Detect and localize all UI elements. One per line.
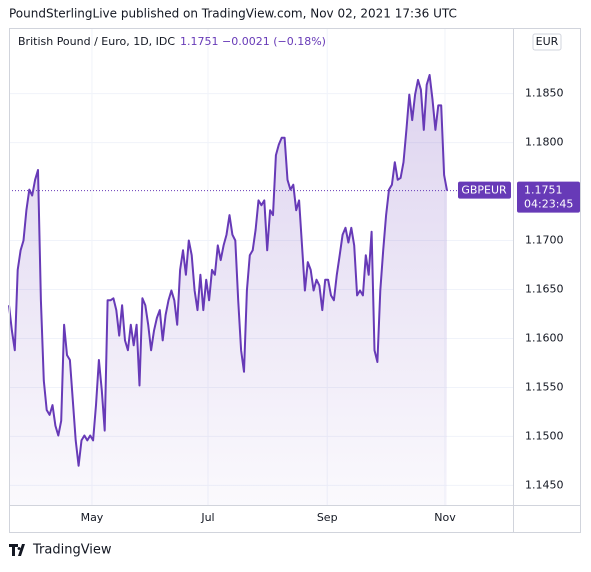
y-tick-label: 1.1450 — [525, 478, 564, 491]
logo — [9, 544, 25, 556]
ticker-label: GBPEUR — [461, 184, 507, 197]
countdown: 04:23:45 — [524, 198, 573, 211]
x-tick-label: Sep — [317, 511, 338, 524]
area — [9, 75, 447, 505]
x-tick-label: May — [81, 511, 104, 524]
frame — [9, 28, 581, 533]
y-tick-label: 1.1650 — [525, 283, 564, 296]
price-label-box — [517, 181, 580, 213]
ticker-label-box — [458, 181, 511, 199]
brand: TradingView — [32, 543, 112, 558]
y-tick-label: 1.1700 — [525, 234, 564, 247]
legend-change: −0.0021 (−0.18%) — [222, 35, 326, 48]
currency: EUR — [536, 35, 559, 48]
legend-symbol: British Pound / Euro, 1D, IDC — [18, 35, 175, 48]
y-tick-label: 1.1600 — [525, 331, 564, 344]
x-tick-label: Nov — [434, 511, 456, 524]
y-tick-label: 1.1500 — [525, 429, 564, 442]
y-tick-label: 1.1800 — [525, 136, 564, 149]
legend-price: 1.1751 — [180, 35, 219, 48]
y-tick-label: 1.1850 — [525, 87, 564, 100]
currency-box[interactable] — [532, 33, 562, 51]
publisher: PoundSterlingLive published on TradingVi… — [9, 7, 457, 21]
x-tick-label: Jul — [200, 511, 214, 524]
price-label: 1.1751 — [524, 184, 563, 197]
y-tick-label: 1.1550 — [525, 380, 564, 393]
price-line — [8, 74, 448, 467]
